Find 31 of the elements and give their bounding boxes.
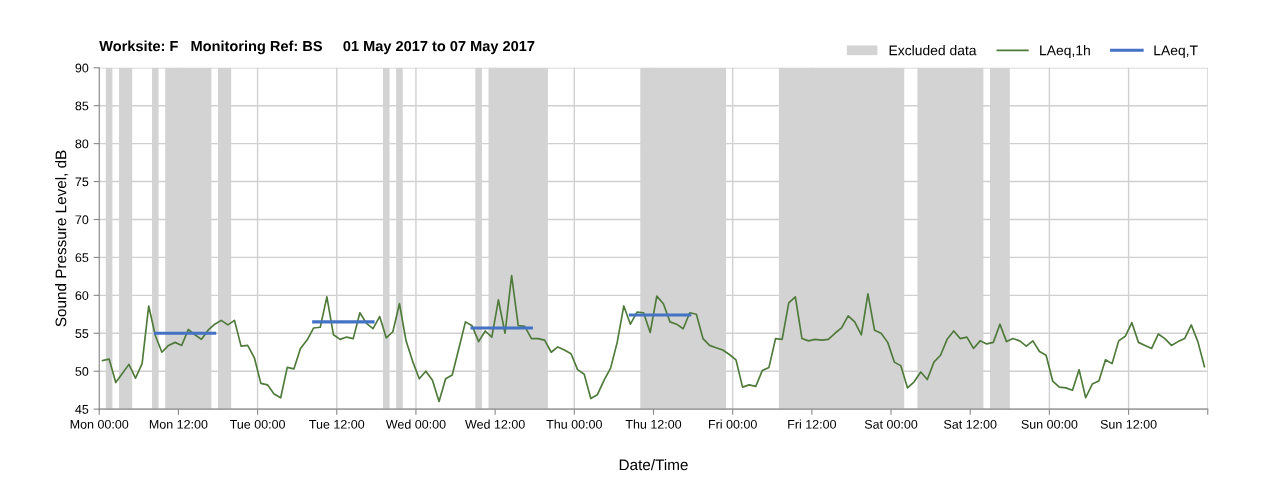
y-tick-label: 45 — [75, 405, 89, 414]
x-tick-label: Sun 00:00 — [1021, 419, 1078, 429]
chart-title: Worksite: F Monitoring Ref: BS 01 May 2017 to 07 May 2017 — [99, 40, 535, 55]
x-tick-label: Fri 12:00 — [788, 419, 837, 429]
legend-label: Excluded data — [889, 45, 977, 56]
x-axis-title: Date/Time — [619, 458, 688, 471]
y-tick-label: 75 — [75, 177, 89, 187]
y-axis-title: Sound Pressure Level, dB — [55, 150, 69, 327]
y-tick-label: 55 — [75, 329, 89, 338]
y-tick-label: 85 — [75, 101, 89, 111]
legend-label: LAeq,1h — [1040, 45, 1090, 59]
x-tick-label: Sat 00:00 — [864, 419, 918, 429]
y-tick-label: 80 — [75, 139, 89, 149]
x-tick-label: Tue 12:00 — [309, 419, 365, 429]
y-tick-label: 60 — [75, 291, 89, 300]
line-series — [101, 274, 1206, 403]
x-tick-label: Tue 00:00 — [229, 419, 286, 429]
x-tick-label: Thu 00:00 — [546, 419, 602, 429]
x-tick-label: Wed 12:00 — [465, 419, 525, 429]
y-tick-label: 70 — [75, 215, 89, 225]
x-tick-label: Mon 12:00 — [149, 419, 208, 429]
x-tick-label: Wed 00:00 — [385, 419, 446, 429]
x-tick-label: Fri 00:00 — [709, 419, 757, 429]
legend-label: LAeq,T — [1154, 45, 1198, 59]
x-tick-label: Thu 12:00 — [625, 419, 682, 429]
y-tick-label: 50 — [75, 367, 89, 376]
y-tick-label: 90 — [75, 63, 89, 73]
x-tick-label: Sat 12:00 — [944, 419, 997, 429]
y-tick-label: 65 — [75, 253, 89, 263]
x-tick-label: Sun 12:00 — [1100, 419, 1157, 429]
x-tick-label: Mon 00:00 — [70, 419, 129, 429]
